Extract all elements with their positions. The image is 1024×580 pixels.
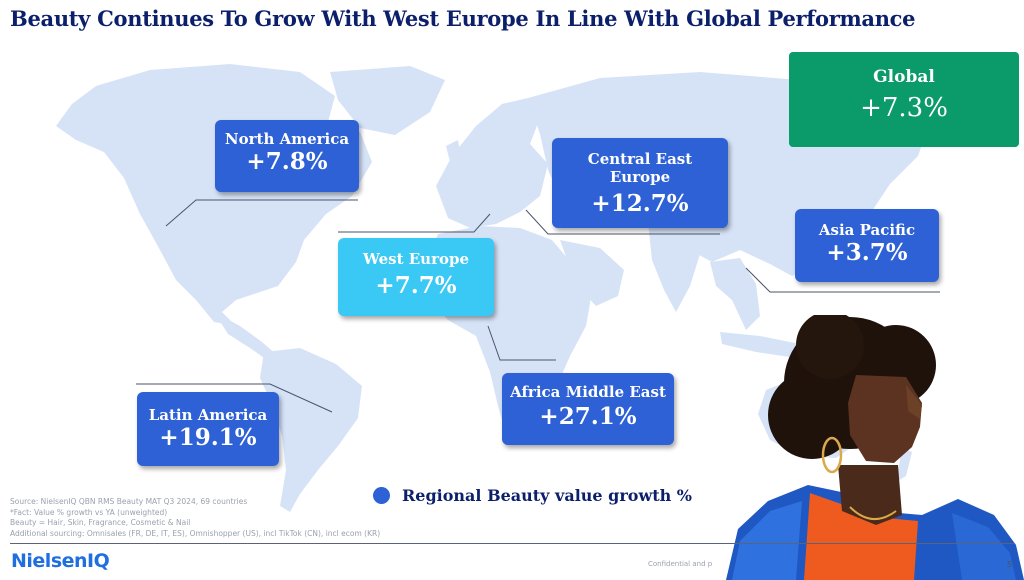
central-east-europe-label: Central East Europe [587, 150, 693, 186]
asia-pacific-label: Asia Pacific [818, 221, 916, 239]
source-line: Additional sourcing: Omnisales (FR, DE, … [10, 528, 381, 538]
confidential-note: Confidential and p [648, 560, 713, 568]
north-america-value: +7.8% [246, 148, 328, 175]
central-east-europe-box: Central East Europe +12.7% [552, 138, 728, 228]
southeast-asia-shape [710, 258, 760, 330]
arabia-shape [560, 240, 624, 306]
south-america-shape [260, 348, 362, 512]
source-line: Source: NielsenIQ QBN RMS Beauty MAT Q3 … [10, 497, 248, 506]
global-value: +7.3% [860, 93, 948, 123]
africa-middle-east-value: +27.1% [539, 403, 637, 430]
legend: Regional Beauty value growth % [373, 486, 692, 505]
latin-america-box: Latin America +19.1% [137, 392, 279, 466]
source-line: Beauty = Hair, Skin, Fragrance, Cosmetic… [10, 518, 191, 527]
latin-america-label: Latin America [148, 406, 268, 424]
legend-label: Regional Beauty value growth % [402, 486, 693, 505]
greenland-shape [330, 66, 445, 135]
new-zealand-shape [896, 448, 912, 482]
source-line: *Fact: Value % growth vs YA (unweighted) [10, 507, 168, 517]
global-label: Global [873, 67, 935, 87]
asia-pacific-box: Asia Pacific +3.7% [795, 209, 939, 282]
north-america-shape [56, 64, 372, 326]
circle-icon [373, 487, 390, 504]
central-east-europe-value: +12.7% [591, 190, 689, 217]
global-box: Global +7.3% [789, 52, 1019, 147]
africa-middle-east-box: Africa Middle East +27.1% [502, 373, 674, 445]
europe-shape [436, 98, 548, 228]
north-america-box: North America +7.8% [215, 120, 359, 192]
west-europe-label: West Europe [362, 250, 470, 268]
uk-shape [446, 140, 462, 170]
latin-america-connector [136, 383, 333, 413]
north-america-label: North America [224, 130, 350, 148]
asia-pacific-value: +3.7% [826, 239, 908, 266]
source-notes: Source: NielsenIQ QBN RMS Beauty MAT Q3 … [10, 497, 380, 539]
africa-middle-east-label: Africa Middle East [510, 383, 666, 401]
woman-photo [726, 315, 1024, 580]
asia-pacific-connector [745, 267, 940, 293]
nielseniq-logo: NielsenIQ [11, 550, 110, 572]
india-shape [648, 222, 700, 312]
page-number: 5 [1006, 560, 1012, 569]
latin-america-value: +19.1% [159, 424, 257, 451]
central-east-europe-connector [525, 209, 720, 235]
footer-divider [10, 543, 1014, 544]
west-europe-box: West Europe +7.7% [338, 238, 494, 316]
central-america-shape [214, 312, 278, 362]
west-europe-connector [338, 213, 491, 233]
west-europe-value: +7.7% [375, 272, 457, 299]
africa-middle-east-connector [487, 325, 556, 361]
north-america-connector [165, 199, 358, 227]
page-title: Beauty Continues To Grow With West Europ… [10, 6, 916, 31]
